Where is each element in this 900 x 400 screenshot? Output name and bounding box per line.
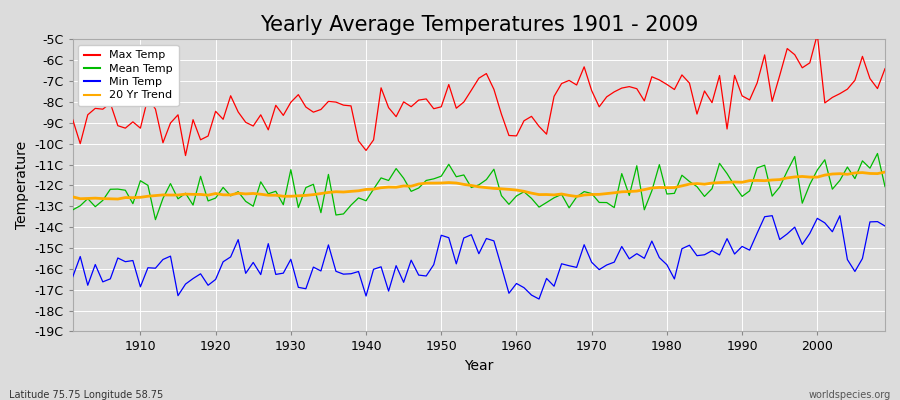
X-axis label: Year: Year (464, 359, 493, 373)
Text: worldspecies.org: worldspecies.org (809, 390, 891, 400)
Y-axis label: Temperature: Temperature (15, 141, 29, 230)
Legend: Max Temp, Mean Temp, Min Temp, 20 Yr Trend: Max Temp, Mean Temp, Min Temp, 20 Yr Tre… (78, 45, 178, 106)
Title: Yearly Average Temperatures 1901 - 2009: Yearly Average Temperatures 1901 - 2009 (260, 15, 698, 35)
Text: Latitude 75.75 Longitude 58.75: Latitude 75.75 Longitude 58.75 (9, 390, 163, 400)
